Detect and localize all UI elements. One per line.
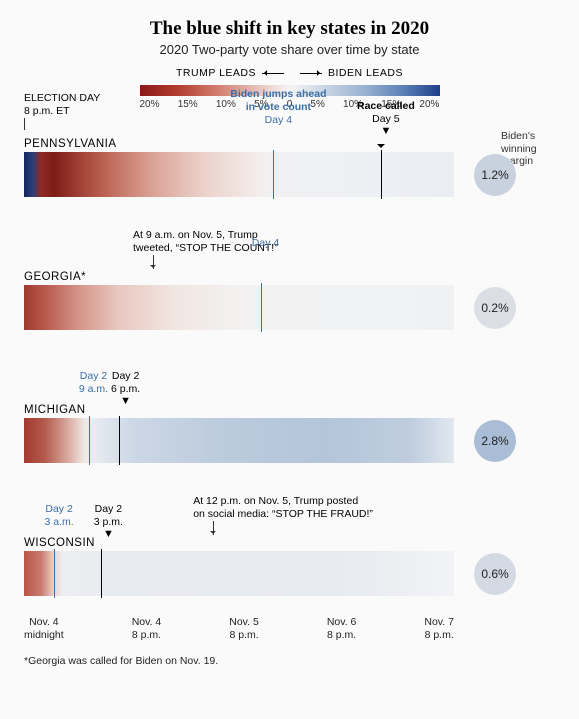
chart-title: The blue shift in key states in 2020 [24, 18, 555, 40]
margin-badge: 1.2% [474, 154, 516, 196]
scale-tick: 20% [419, 99, 439, 110]
cross-line [89, 416, 90, 465]
state-bar [24, 551, 454, 596]
chart-subtitle: 2020 Two-party vote share over time by s… [24, 42, 555, 57]
annotation-race-called: Race calledDay 5▼ [351, 100, 421, 137]
state-bar [24, 285, 454, 330]
legend-biden-label: BIDEN LEADS [328, 67, 403, 79]
annotation-cross-day: Day 4 [245, 237, 287, 250]
legend-trump-label: TRUMP LEADS [176, 67, 256, 79]
annotation-call-day: Day 26 p.m.▼ [105, 370, 147, 407]
footnote: *Georgia was called for Biden on Nov. 19… [24, 655, 555, 667]
state-label: PENNSYLVANIA [24, 138, 555, 150]
state-block: Day 23 a.m.Day 23 p.m.▼At 12 p.m. on Nov… [24, 501, 555, 596]
call-line [381, 150, 382, 199]
margin-badge: 2.8% [474, 420, 516, 462]
state-bar [24, 418, 454, 463]
legend-trump: TRUMP LEADS [176, 67, 284, 79]
state-label: GEORGIA* [24, 271, 555, 283]
scale-tick: 20% [140, 99, 160, 110]
x-axis-tick: Nov. 58 p.m. [229, 616, 259, 641]
state-bar-row: 0.6% [24, 551, 555, 596]
x-axis-tick: Nov. 48 p.m. [132, 616, 162, 641]
state-bar [24, 152, 454, 197]
margin-badge: 0.6% [474, 553, 516, 595]
cross-line [261, 283, 262, 332]
annotation-quote: At 12 p.m. on Nov. 5, Trump postedon soc… [193, 495, 383, 535]
x-axis-tick: Nov. 78 p.m. [424, 616, 454, 641]
call-line [119, 416, 120, 465]
call-line [101, 549, 102, 598]
legend: TRUMP LEADS BIDEN LEADS [24, 67, 555, 79]
x-axis-tick: Nov. 4midnight [24, 616, 64, 641]
x-axis-tick: Nov. 68 p.m. [327, 616, 357, 641]
state-bar-row: 0.2% [24, 285, 555, 330]
annotation-election-day: ELECTION DAY8 p.m. ET [24, 92, 100, 130]
state-bar-row: 2.8% [24, 418, 555, 463]
arrow-left-icon [262, 73, 284, 74]
state-bar-row: 1.2% [24, 152, 555, 197]
cross-line [54, 549, 55, 598]
chart-area: Biden'swinningmargin ELECTION DAY8 p.m. … [24, 138, 555, 596]
state-block: Day 29 a.m.Day 26 p.m.▼MICHIGAN2.8% [24, 368, 555, 463]
arrow-right-icon [300, 73, 322, 74]
cross-line [273, 150, 274, 199]
annotation-cross-day: Day 23 a.m. [38, 503, 80, 529]
annotation-call-day: Day 23 p.m.▼ [87, 503, 129, 540]
margin-badge: 0.2% [474, 287, 516, 329]
legend-biden: BIDEN LEADS [300, 67, 403, 79]
annotation-biden-ahead: Biden jumps aheadin vote countDay 4 [223, 88, 333, 127]
scale-tick: 15% [178, 99, 198, 110]
annotation-quote: At 9 a.m. on Nov. 5, Trumptweeted, “STOP… [133, 229, 323, 269]
x-axis: Nov. 4midnight Nov. 48 p.m. Nov. 58 p.m. No… [24, 616, 454, 641]
state-block: ELECTION DAY8 p.m. ETBiden jumps aheadin… [24, 138, 555, 197]
state-block: At 9 a.m. on Nov. 5, Trumptweeted, “STOP… [24, 235, 555, 330]
